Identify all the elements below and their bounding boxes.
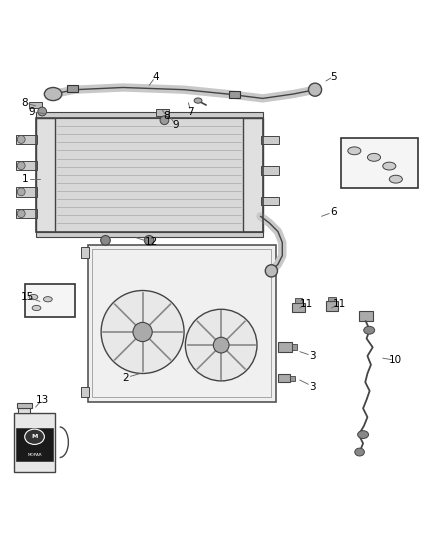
Bar (14, 413, 55, 472)
Bar (29, 102, 42, 108)
Text: 6: 6 (330, 207, 337, 217)
Circle shape (101, 290, 184, 374)
Bar (294, 298, 302, 303)
Ellipse shape (355, 448, 364, 456)
Text: 8: 8 (21, 98, 28, 108)
Circle shape (101, 236, 110, 245)
Ellipse shape (25, 429, 44, 445)
Bar (25, 284, 75, 317)
Ellipse shape (348, 147, 361, 155)
Circle shape (17, 135, 25, 143)
Ellipse shape (29, 294, 38, 300)
Circle shape (38, 107, 46, 116)
Bar (18, 408, 30, 413)
Ellipse shape (389, 175, 403, 183)
Bar (35, 118, 263, 231)
Bar (341, 138, 418, 188)
Text: 11: 11 (300, 298, 313, 309)
Bar (261, 135, 279, 144)
Text: MOPAR: MOPAR (27, 453, 42, 457)
Text: 3: 3 (310, 351, 316, 361)
Bar (243, 118, 263, 231)
Circle shape (145, 236, 154, 245)
Bar (17, 403, 32, 408)
Circle shape (160, 116, 169, 125)
Ellipse shape (383, 162, 396, 170)
Bar (16, 429, 53, 461)
Bar (35, 118, 55, 231)
Circle shape (133, 322, 152, 342)
Text: 8: 8 (163, 111, 170, 121)
Text: 3: 3 (310, 382, 316, 392)
Circle shape (213, 337, 229, 353)
Text: 10: 10 (389, 356, 403, 365)
Bar (35, 112, 263, 118)
Bar (16, 135, 37, 144)
Ellipse shape (265, 265, 278, 277)
Bar (16, 187, 37, 197)
Text: 12: 12 (145, 238, 158, 247)
Bar (328, 297, 336, 302)
Bar (278, 374, 290, 382)
Ellipse shape (308, 83, 321, 96)
Bar (261, 166, 279, 175)
Circle shape (17, 210, 25, 217)
Bar (81, 247, 89, 258)
Bar (325, 302, 338, 311)
Text: 5: 5 (330, 71, 337, 82)
Circle shape (17, 161, 25, 169)
Text: 9: 9 (28, 107, 35, 117)
Ellipse shape (194, 98, 202, 103)
Bar (88, 245, 276, 402)
Text: 9: 9 (172, 119, 179, 130)
Ellipse shape (32, 305, 41, 311)
Bar (16, 161, 37, 171)
Bar (35, 231, 263, 237)
Ellipse shape (44, 87, 62, 101)
Bar (359, 311, 373, 321)
Bar (278, 342, 292, 352)
Bar (155, 109, 169, 116)
Ellipse shape (43, 297, 52, 302)
Bar (292, 344, 297, 350)
Bar (229, 92, 240, 99)
Text: 15: 15 (21, 292, 35, 302)
Ellipse shape (357, 431, 368, 439)
Text: 7: 7 (187, 107, 194, 117)
Bar (55, 118, 243, 231)
Bar (261, 197, 279, 205)
Circle shape (185, 309, 257, 381)
Text: 13: 13 (35, 394, 49, 405)
Text: M: M (32, 434, 38, 439)
Circle shape (17, 188, 25, 196)
Bar (67, 85, 78, 92)
Text: 1: 1 (21, 174, 28, 184)
Text: 4: 4 (152, 71, 159, 82)
Bar (92, 249, 272, 398)
Bar (81, 386, 89, 398)
Ellipse shape (367, 154, 381, 161)
Text: 11: 11 (332, 298, 346, 309)
Ellipse shape (364, 326, 374, 334)
Bar (290, 376, 295, 381)
Bar (292, 303, 304, 312)
Bar (16, 209, 37, 219)
Text: 2: 2 (122, 373, 128, 383)
